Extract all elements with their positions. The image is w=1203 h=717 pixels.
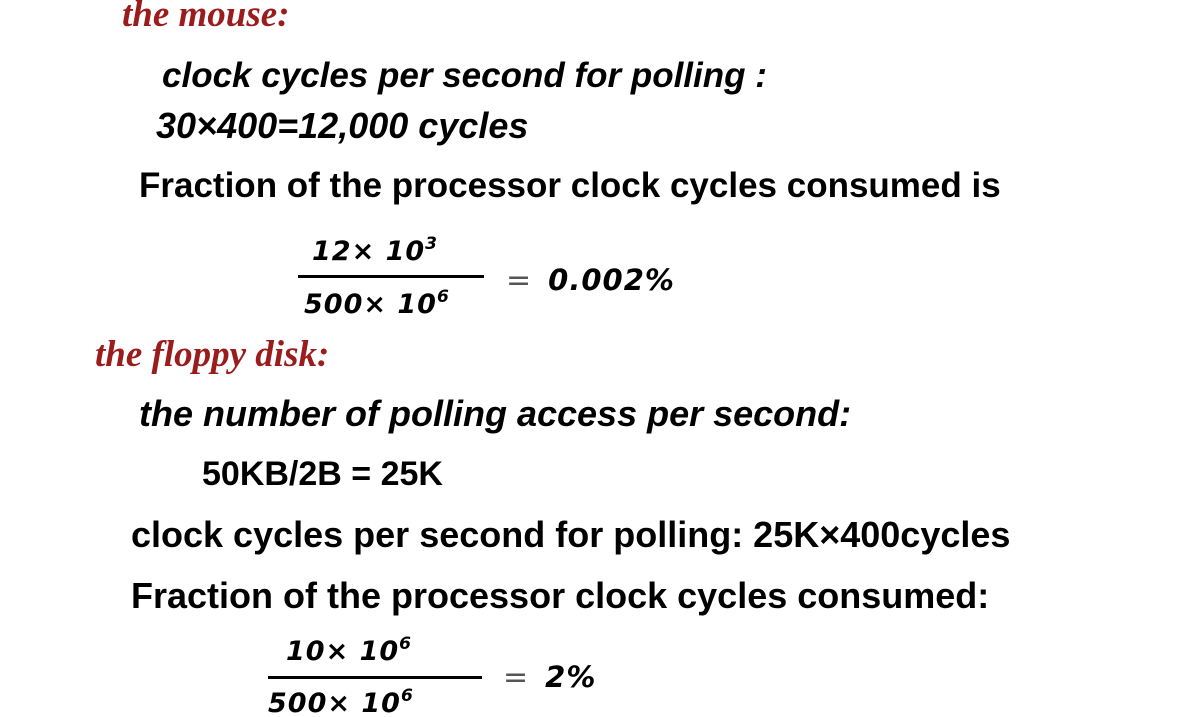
mouse-fraction-numerator: 12× 103 (312, 236, 438, 267)
mouse-fraction: 12× 103 500× 106 (298, 232, 488, 324)
mouse-polling-label: clock cycles per second for polling : (162, 56, 767, 95)
floppy-numerator-exponent: 6 (399, 634, 413, 654)
floppy-fraction-denominator: 500× 106 (268, 688, 414, 717)
floppy-polling-label: clock cycles per second for polling: 25K… (131, 514, 1011, 555)
mouse-fraction-result: = 0.002% (506, 266, 675, 296)
floppy-denominator-base: 500× 10 (268, 688, 401, 717)
floppy-fraction-numerator: 10× 106 (286, 636, 412, 667)
floppy-equals-sign: = (503, 660, 530, 695)
mouse-fraction-bar (298, 275, 484, 278)
floppy-denominator-exponent: 6 (400, 686, 414, 706)
mouse-polling-calc: 30×400=12,000 cycles (156, 105, 529, 146)
mouse-fraction-label: Fraction of the processor clock cycles c… (139, 166, 1001, 205)
floppy-fraction-bar (268, 676, 482, 679)
mouse-denominator-base: 500× 10 (304, 289, 437, 320)
floppy-fraction-label: Fraction of the processor clock cycles c… (131, 575, 990, 616)
mouse-result-value: 0.002% (548, 263, 675, 297)
floppy-access-label: the number of polling access per second: (139, 393, 852, 434)
mouse-numerator-exponent: 3 (425, 234, 439, 254)
mouse-fraction-denominator: 500× 106 (304, 289, 450, 320)
floppy-fraction: 10× 106 500× 106 (266, 632, 486, 717)
mouse-denominator-exponent: 6 (436, 287, 450, 307)
mouse-equals-sign: = (506, 263, 533, 298)
mouse-numerator-base: 12× 10 (312, 236, 426, 267)
floppy-access-calc: 50KB/2B = 25K (202, 455, 443, 493)
floppy-fraction-result: = 2% (503, 663, 596, 693)
mouse-heading: the mouse: (122, 0, 290, 35)
floppy-numerator-base: 10× 10 (286, 636, 400, 667)
floppy-result-value: 2% (545, 660, 597, 694)
floppy-heading: the floppy disk: (95, 334, 330, 375)
